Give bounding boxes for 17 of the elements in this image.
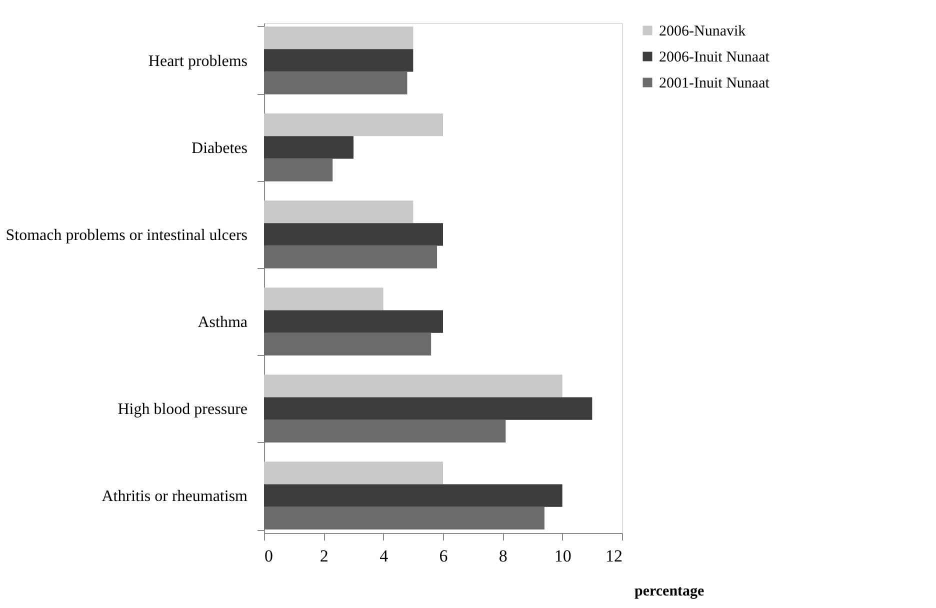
x-tick-label: 4	[380, 546, 389, 566]
x-tick-label: 0	[264, 546, 273, 566]
legend-label: 2001-Inuit Nunaat	[659, 76, 770, 92]
x-axis-title: percentage	[634, 584, 705, 600]
x-tick-label: 2	[320, 546, 328, 566]
legend-label: 2006-Nunavik	[659, 24, 746, 40]
y-tick-label: Athritis or rheumatism	[102, 488, 248, 506]
y-tick-label: Asthma	[198, 314, 248, 332]
y-tick-label: Heart problems	[148, 52, 248, 70]
x-tick-label: 12	[606, 546, 622, 566]
x-tick-label: 8	[498, 546, 508, 566]
y-tick-label: Diabetes	[192, 140, 248, 157]
legend-label: 2006-Inuit Nunaat	[659, 50, 770, 66]
x-tick-label: 6	[439, 546, 448, 566]
x-tick-label: 10	[554, 546, 572, 566]
y-tick-label: High blood pressure	[118, 401, 248, 418]
y-tick-label: Stomach problems or intestinal ulcers	[6, 226, 248, 244]
